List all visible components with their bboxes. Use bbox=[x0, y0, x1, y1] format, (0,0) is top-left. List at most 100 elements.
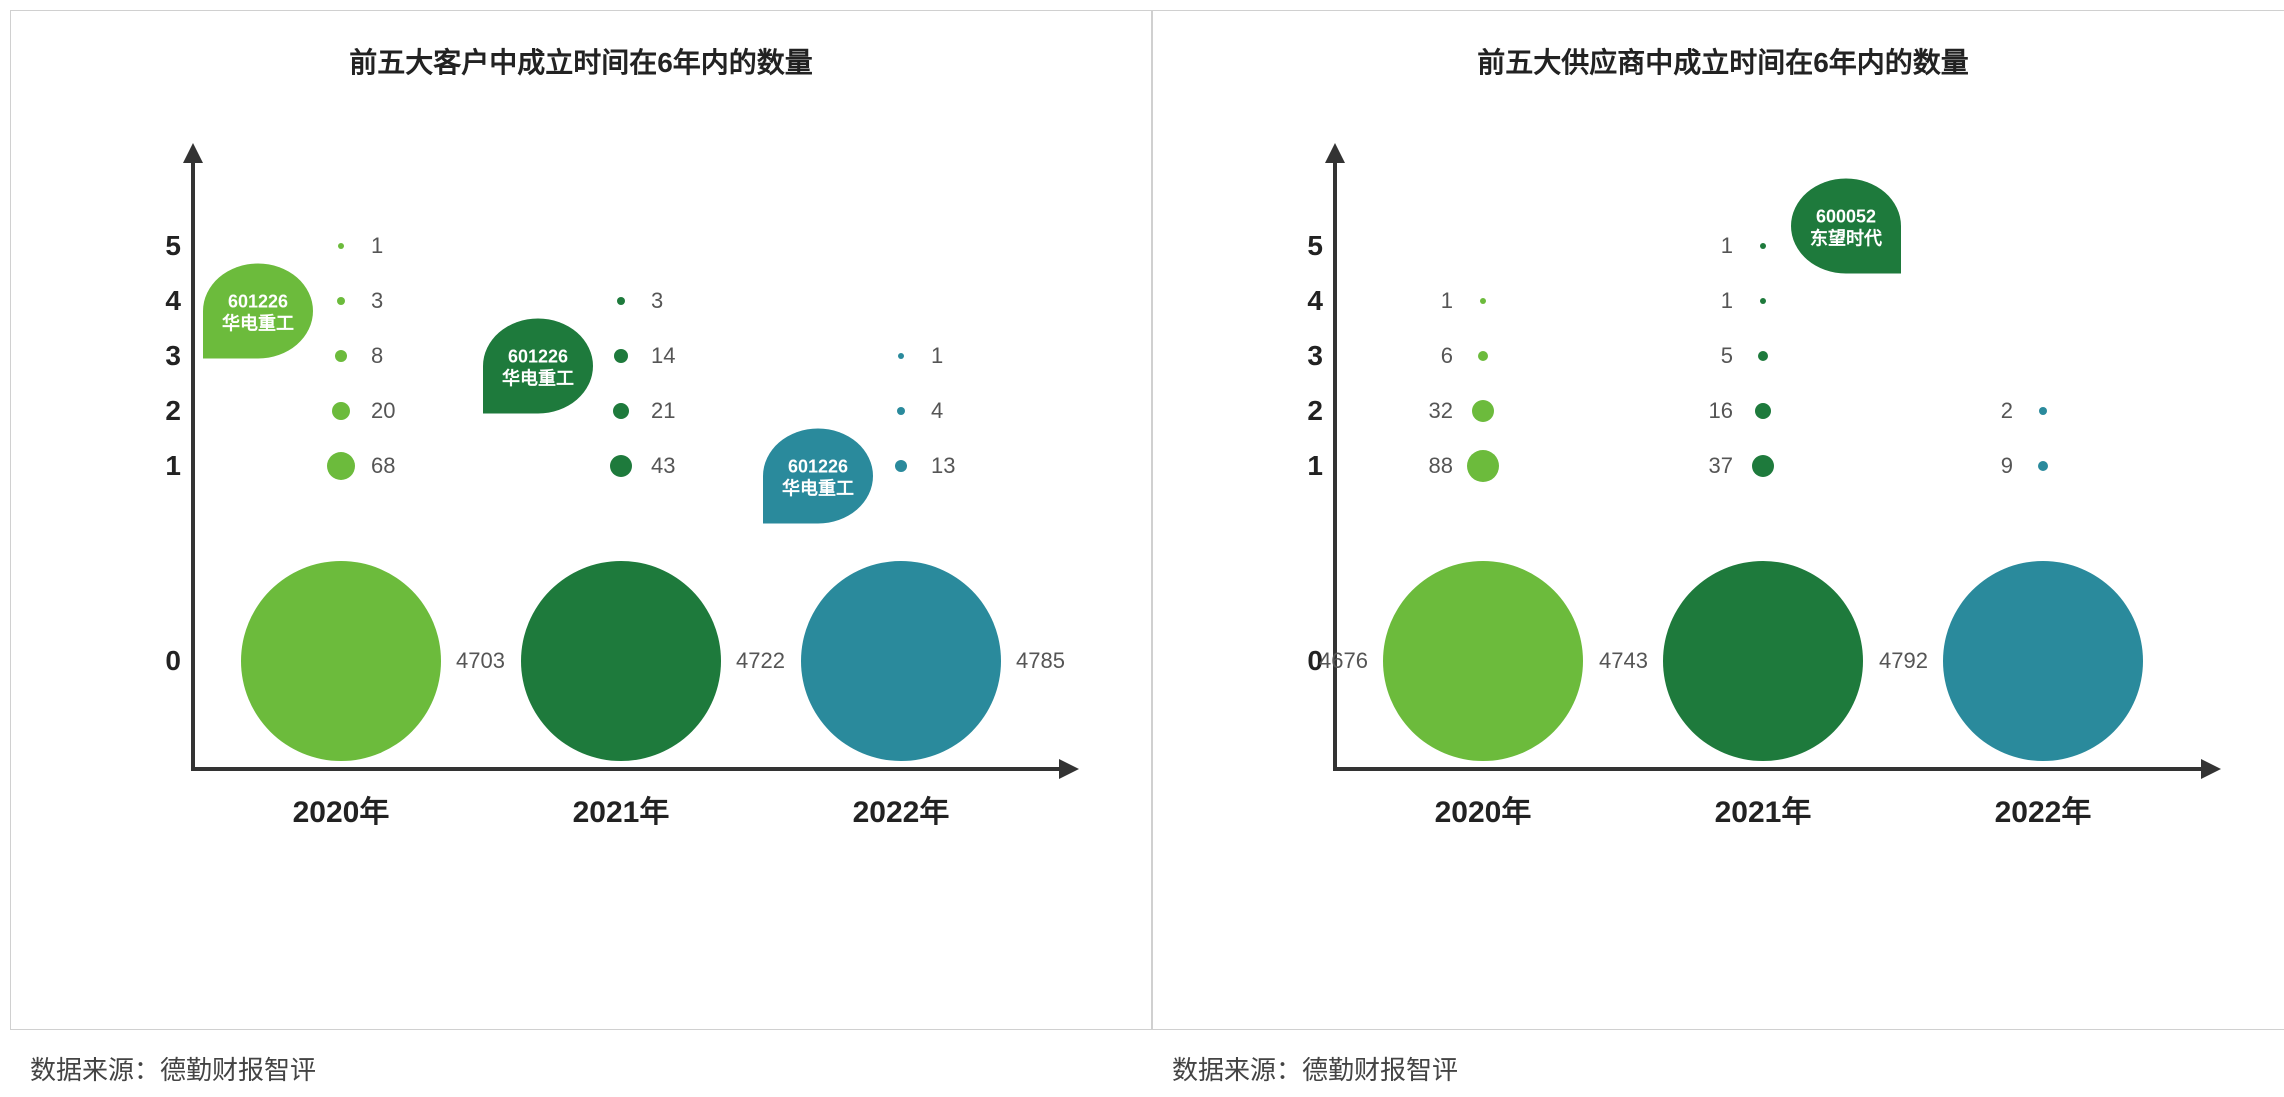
charts-container: 前五大客户中成立时间在6年内的数量 0 1 2 3 4 5 2020年 2021年 2022年 4… bbox=[10, 10, 2284, 1030]
bubble bbox=[617, 297, 625, 305]
callout-company: 东望时代 bbox=[1810, 228, 1882, 250]
bubble bbox=[327, 452, 355, 480]
left-title: 前五大客户中成立时间在6年内的数量 bbox=[11, 11, 1151, 91]
right-source: 数据来源：德勤财报智评 bbox=[1152, 1050, 2284, 1087]
bubble-label: 9 bbox=[2001, 453, 2013, 479]
callout-company: 华电重工 bbox=[782, 478, 854, 500]
y-tick: 3 bbox=[1273, 340, 1323, 372]
x-axis bbox=[1333, 767, 2203, 771]
bubble-label: 43 bbox=[651, 453, 675, 479]
bubble-label: 2 bbox=[2001, 398, 2013, 424]
bubble-label: 21 bbox=[651, 398, 675, 424]
bubble bbox=[895, 460, 907, 472]
bubble bbox=[1752, 455, 1774, 477]
bubble bbox=[521, 561, 721, 761]
x-tick: 2020年 bbox=[293, 787, 390, 831]
bubble-label: 3 bbox=[651, 288, 663, 314]
callout-code: 601226 bbox=[788, 456, 848, 478]
bubble bbox=[335, 350, 347, 362]
right-chart: 0123452020年2021年2022年4676883261474337165… bbox=[1253, 121, 2233, 901]
bubble-label: 4676 bbox=[1319, 648, 1368, 674]
y-tick: 2 bbox=[1273, 395, 1323, 427]
callout-code: 601226 bbox=[508, 346, 568, 368]
bubble bbox=[1478, 351, 1488, 361]
bubble bbox=[897, 407, 905, 415]
bubble-label: 6 bbox=[1441, 343, 1453, 369]
bubble-label: 3 bbox=[371, 288, 383, 314]
bubble bbox=[332, 402, 350, 420]
x-tick: 2020年 bbox=[1435, 787, 1532, 831]
bubble bbox=[1760, 243, 1766, 249]
bubble-label: 13 bbox=[931, 453, 955, 479]
bubble bbox=[1383, 561, 1583, 761]
bubble bbox=[1472, 400, 1494, 422]
bubble bbox=[2038, 461, 2048, 471]
bubble-label: 4722 bbox=[736, 648, 785, 674]
callout-company: 华电重工 bbox=[502, 368, 574, 390]
y-axis bbox=[191, 161, 195, 771]
bubble-label: 1 bbox=[371, 233, 383, 259]
bubble bbox=[898, 353, 904, 359]
y-tick: 4 bbox=[131, 285, 181, 317]
bubble bbox=[241, 561, 441, 761]
bubble bbox=[337, 297, 345, 305]
y-tick: 1 bbox=[1273, 450, 1323, 482]
callout: 601226华电重工 bbox=[483, 319, 593, 414]
y-tick: 0 bbox=[1273, 645, 1323, 677]
bubble bbox=[1758, 351, 1768, 361]
bubble-label: 5 bbox=[1721, 343, 1733, 369]
bubble bbox=[1760, 298, 1766, 304]
bubble-label: 1 bbox=[1721, 288, 1733, 314]
bubble bbox=[614, 349, 628, 363]
bubble-label: 1 bbox=[1721, 233, 1733, 259]
bubble bbox=[801, 561, 1001, 761]
bubble-label: 1 bbox=[1441, 288, 1453, 314]
bubble-label: 1 bbox=[931, 343, 943, 369]
bubble-label: 4792 bbox=[1879, 648, 1928, 674]
callout: 600052东望时代 bbox=[1791, 179, 1901, 274]
callout-company: 华电重工 bbox=[222, 313, 294, 335]
bubble-label: 14 bbox=[651, 343, 675, 369]
y-tick: 2 bbox=[131, 395, 181, 427]
source-row: 数据来源：德勤财报智评 数据来源：德勤财报智评 bbox=[10, 1050, 2284, 1087]
bubble bbox=[1943, 561, 2143, 761]
x-tick: 2021年 bbox=[573, 787, 670, 831]
bubble bbox=[613, 403, 629, 419]
y-axis bbox=[1333, 161, 1337, 771]
bubble-label: 32 bbox=[1429, 398, 1453, 424]
bubble-label: 4 bbox=[931, 398, 943, 424]
y-tick: 1 bbox=[131, 450, 181, 482]
bubble bbox=[2039, 407, 2047, 415]
left-source: 数据来源：德勤财报智评 bbox=[10, 1050, 1152, 1087]
bubble bbox=[1480, 298, 1486, 304]
bubble-label: 88 bbox=[1429, 453, 1453, 479]
bubble bbox=[1755, 403, 1771, 419]
bubble bbox=[338, 243, 344, 249]
callout-code: 600052 bbox=[1816, 206, 1876, 228]
bubble-label: 16 bbox=[1709, 398, 1733, 424]
bubble-label: 37 bbox=[1709, 453, 1733, 479]
left-chart: 0123452020年2021年2022年47036820831601226华电… bbox=[111, 121, 1091, 901]
x-tick: 2022年 bbox=[1995, 787, 2092, 831]
bubble-label: 8 bbox=[371, 343, 383, 369]
y-tick: 5 bbox=[1273, 230, 1323, 262]
y-tick: 3 bbox=[131, 340, 181, 372]
bubble bbox=[1663, 561, 1863, 761]
y-tick: 4 bbox=[1273, 285, 1323, 317]
bubble-label: 20 bbox=[371, 398, 395, 424]
right-title: 前五大供应商中成立时间在6年内的数量 bbox=[1153, 11, 2284, 91]
y-tick: 0 bbox=[131, 645, 181, 677]
x-axis bbox=[191, 767, 1061, 771]
y-tick: 5 bbox=[131, 230, 181, 262]
callout: 601226华电重工 bbox=[763, 429, 873, 524]
callout: 601226华电重工 bbox=[203, 264, 313, 359]
callout-code: 601226 bbox=[228, 291, 288, 313]
bubble bbox=[1467, 450, 1499, 482]
bubble-label: 4703 bbox=[456, 648, 505, 674]
x-tick: 2022年 bbox=[853, 787, 950, 831]
bubble-label: 68 bbox=[371, 453, 395, 479]
bubble bbox=[610, 455, 632, 477]
x-tick: 2021年 bbox=[1715, 787, 1812, 831]
bubble-label: 4785 bbox=[1016, 648, 1065, 674]
left-panel: 前五大客户中成立时间在6年内的数量 0 1 2 3 4 5 2020年 2021年 2022年 4… bbox=[10, 10, 1152, 1030]
